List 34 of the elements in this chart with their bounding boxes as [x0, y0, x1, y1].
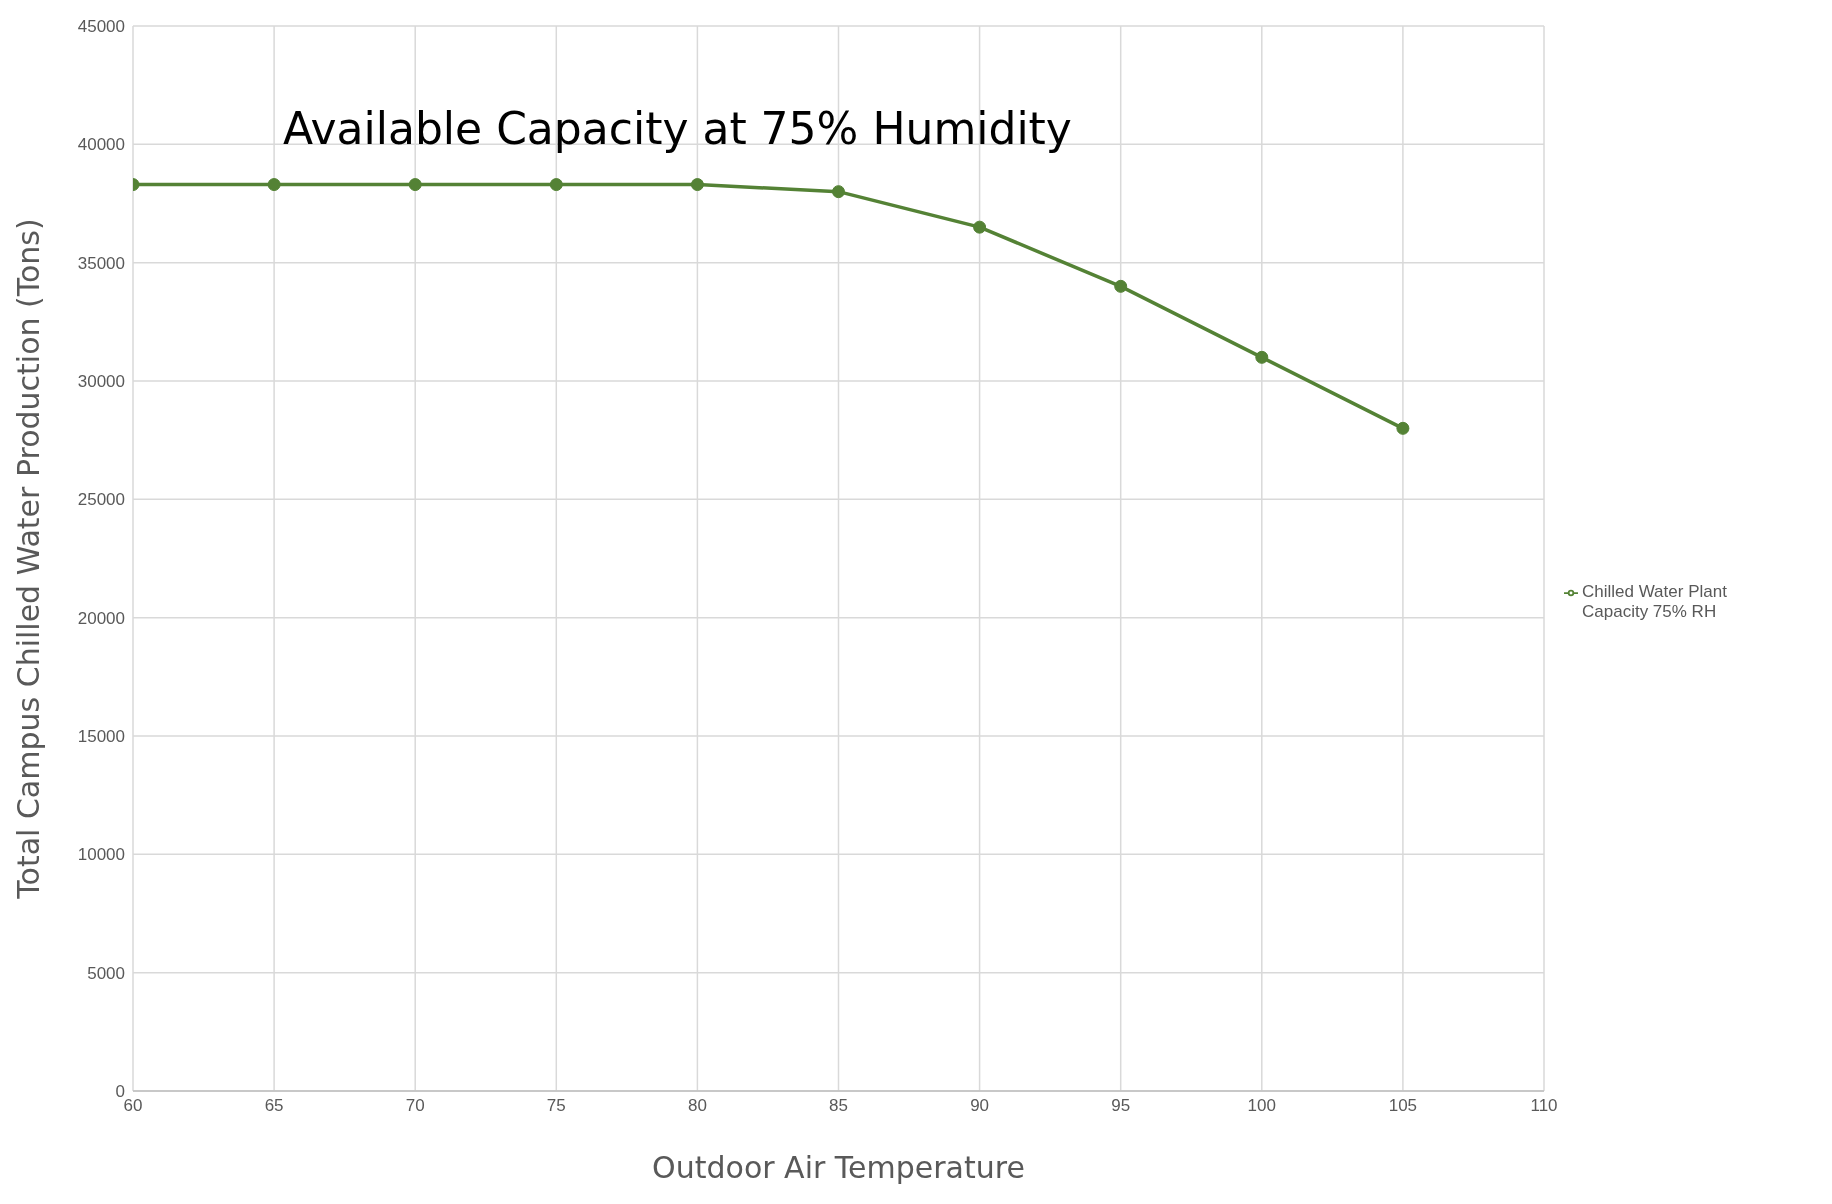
- x-tick-label: 60: [123, 1096, 143, 1116]
- x-tick-label: 85: [829, 1096, 848, 1116]
- x-tick-label: 80: [687, 1096, 707, 1116]
- point: [549, 178, 563, 192]
- point: [408, 178, 422, 192]
- point: [973, 220, 987, 234]
- text: Available Capacity at 75% Humidity: [283, 103, 1072, 154]
- point: [1396, 421, 1410, 435]
- legend-label: Chilled Water Plant Capacity 75% RH: [1582, 582, 1728, 622]
- y-tick-label: 10000: [77, 845, 125, 865]
- y-tick-label: 35000: [77, 253, 125, 273]
- x-tick-label: 110: [1530, 1096, 1558, 1116]
- y-tick-label: 25000: [77, 490, 125, 510]
- point: [1255, 350, 1269, 364]
- point: [690, 178, 704, 192]
- y-tick-label: 30000: [77, 372, 125, 392]
- x-tick-label: 90: [970, 1096, 990, 1116]
- y-tick-label: 40000: [77, 135, 125, 155]
- x-tick-label: 75: [546, 1096, 566, 1116]
- x-tick-label: 95: [1111, 1096, 1131, 1116]
- x-tick-label: 65: [264, 1096, 284, 1116]
- point: [1114, 279, 1128, 293]
- y-tick-label: 45000: [77, 17, 125, 37]
- x-tick-label: 100: [1247, 1096, 1276, 1116]
- y-tick-label: 0: [115, 1082, 125, 1102]
- y-tick-label: 5000: [87, 963, 125, 983]
- point: [832, 185, 845, 199]
- x-axis-title: Outdoor Air Temperature: [652, 1150, 1025, 1185]
- y-tick-label: 20000: [77, 608, 125, 628]
- x-tick-label: 105: [1388, 1096, 1418, 1116]
- x-tick-label: 70: [405, 1096, 425, 1116]
- y-tick-label: 15000: [77, 727, 125, 747]
- y-axis-title: Total Campus Chilled Water Production (Tons): [10, 218, 46, 900]
- point: [267, 178, 281, 192]
